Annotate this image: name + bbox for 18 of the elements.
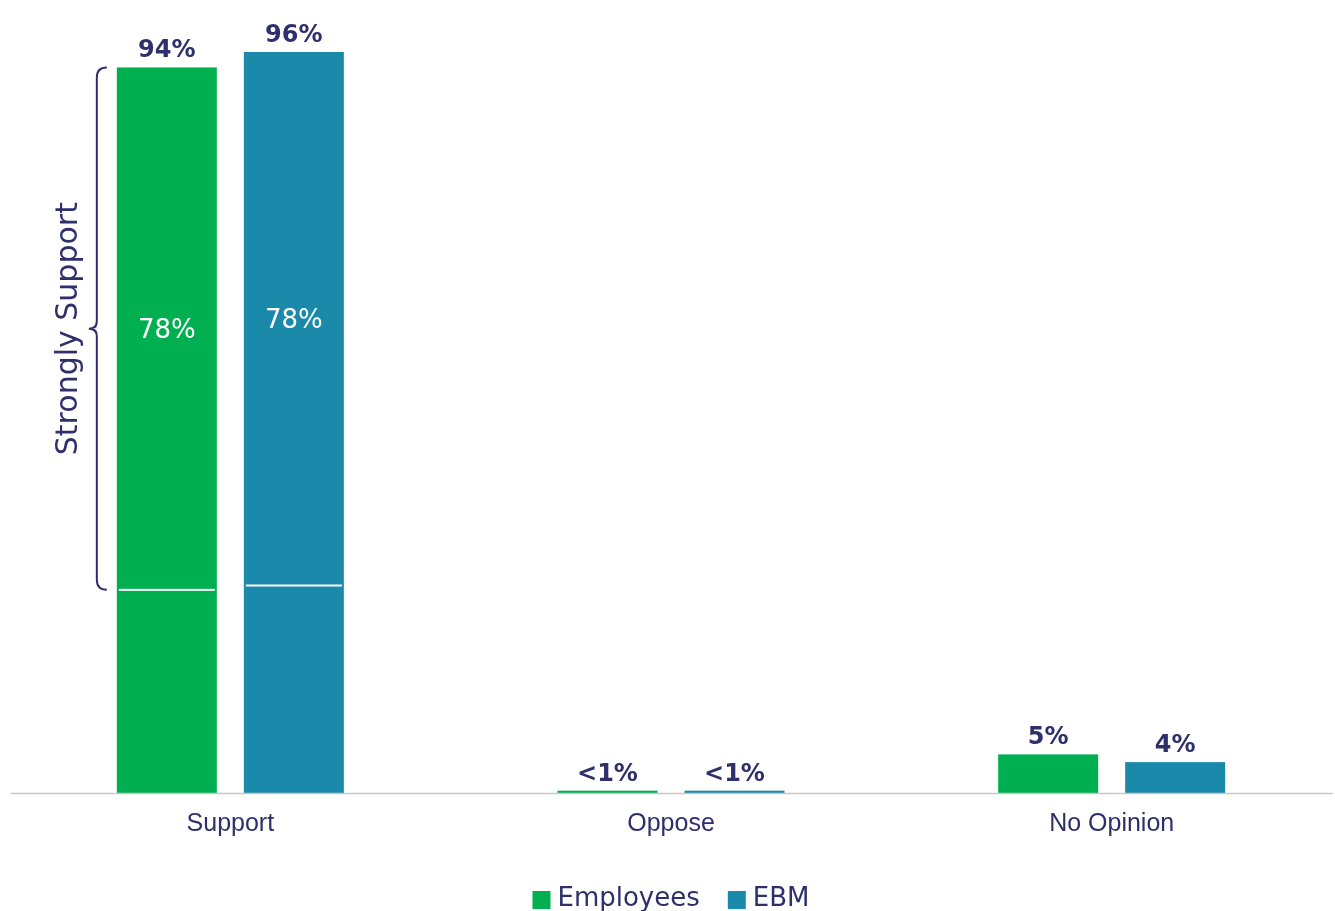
annotation: 78%	[264, 303, 323, 334]
data-label: 94%	[138, 35, 196, 64]
bar	[998, 754, 1099, 793]
legend-label: EBM	[752, 882, 810, 911]
x-tick-label: Support	[186, 808, 275, 836]
data-label: 4%	[1154, 730, 1196, 759]
data-label: 96%	[265, 20, 323, 48]
data-label: <1%	[704, 758, 765, 787]
bar	[243, 52, 344, 793]
legend-label: Employees	[557, 882, 700, 911]
annotation: Strongly Support	[48, 201, 84, 456]
bar	[116, 67, 217, 793]
bar	[1125, 762, 1226, 793]
data-label: <1%	[577, 758, 638, 787]
annotation: 78%	[137, 313, 196, 344]
x-tick-label: Oppose	[627, 808, 715, 836]
x-tick-label: No Opinion	[1049, 808, 1175, 836]
data-label: 5%	[1027, 722, 1069, 751]
